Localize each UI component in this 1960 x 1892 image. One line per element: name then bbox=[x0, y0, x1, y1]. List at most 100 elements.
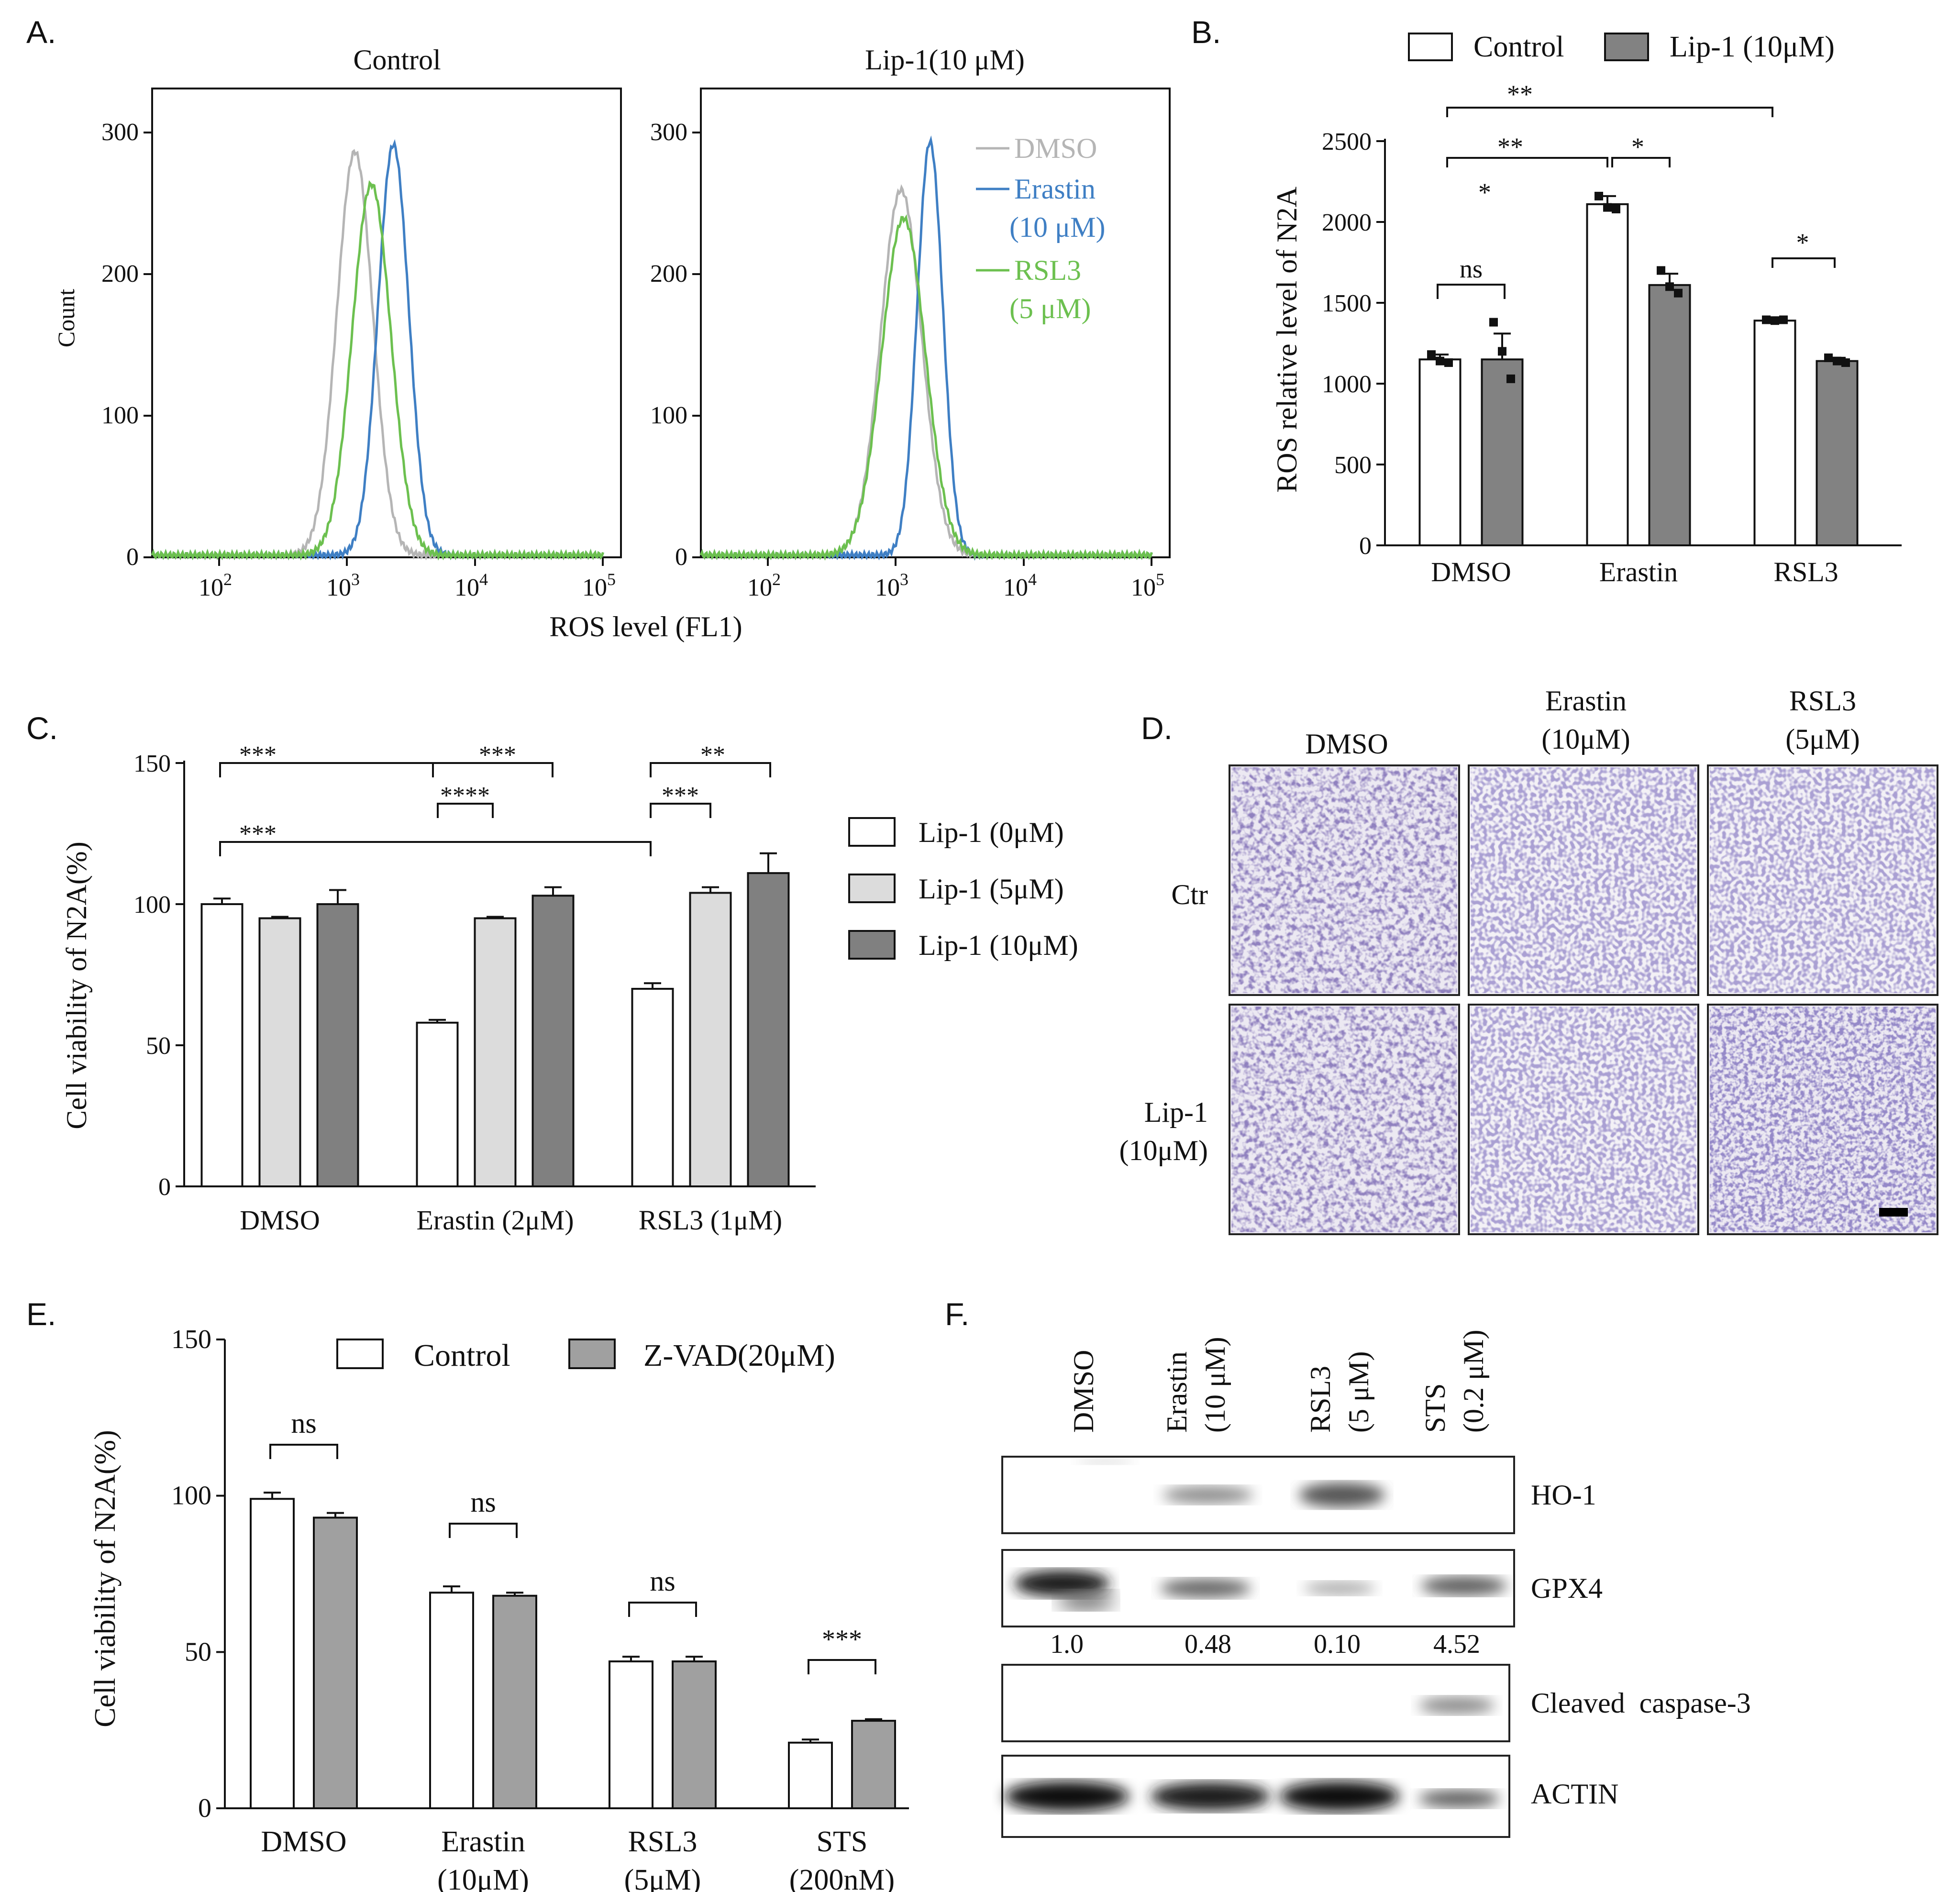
legend-dmso: DMSO bbox=[1014, 133, 1097, 164]
band-label: ACTIN bbox=[1531, 1778, 1618, 1810]
panel-a-xlabel: ROS level (FL1) bbox=[549, 611, 742, 642]
band bbox=[1076, 1459, 1134, 1464]
legend-rsl3-dose: (5 μM) bbox=[1009, 293, 1091, 324]
panel-b-xlabels: DMSO Erastin RSL3 bbox=[1431, 556, 1838, 587]
band bbox=[1151, 1782, 1270, 1811]
tick: 200 bbox=[650, 260, 687, 288]
panel-label-d: D. bbox=[1141, 710, 1173, 746]
category-label: RSL3 bbox=[1773, 556, 1838, 587]
panel-a-title-control: Control bbox=[353, 44, 441, 76]
category-label: DMSO bbox=[261, 1826, 346, 1858]
band bbox=[1421, 1576, 1507, 1595]
bar bbox=[851, 1720, 896, 1809]
legend-erastin: Erastin bbox=[1014, 173, 1096, 205]
ytick-label: 500 bbox=[1334, 452, 1372, 479]
ytick-label: 50 bbox=[146, 1032, 171, 1060]
band-label: Cleaved caspase-3 bbox=[1531, 1687, 1751, 1719]
tick: 102 bbox=[747, 570, 781, 601]
bar bbox=[416, 1021, 459, 1188]
category-label: RSL3 (1μM) bbox=[639, 1205, 782, 1236]
blot-ho1 bbox=[1001, 1456, 1515, 1534]
bar bbox=[1586, 203, 1629, 546]
micro-erastin-ctr bbox=[1471, 767, 1696, 993]
bar bbox=[258, 917, 301, 1187]
bar bbox=[609, 1660, 653, 1810]
tick: 105 bbox=[582, 570, 616, 601]
data-point bbox=[1444, 358, 1453, 367]
micro-erastin-lip1 bbox=[1471, 1007, 1696, 1232]
sig-mark: *** bbox=[662, 782, 699, 809]
data-point bbox=[1506, 374, 1515, 383]
sig-mark: *** bbox=[239, 820, 277, 848]
legend-swatch-lip1-10 bbox=[848, 930, 896, 960]
panel-a-legend: DMSO Erastin (10 μM) RSL3 (5 μM) bbox=[976, 133, 1105, 324]
bar bbox=[1418, 358, 1462, 546]
gpx4-quant: 0.10 bbox=[1314, 1629, 1361, 1659]
sig-mark: *** bbox=[822, 1625, 862, 1654]
data-point bbox=[1489, 318, 1498, 327]
band bbox=[1418, 1790, 1500, 1807]
category-label: STS bbox=[817, 1826, 868, 1858]
ytick-label: 2500 bbox=[1322, 128, 1372, 155]
bar bbox=[532, 895, 575, 1188]
ytick-label: 150 bbox=[133, 750, 171, 777]
category-sublabel: (200nM) bbox=[789, 1864, 895, 1892]
data-point bbox=[1603, 203, 1612, 212]
data-point bbox=[1833, 356, 1841, 365]
sig-mark: ** bbox=[1507, 80, 1533, 109]
sig-mark: ns bbox=[1460, 254, 1483, 283]
panel-b-ylabel: ROS relative level of N2A bbox=[1271, 187, 1303, 493]
row-label-dose: (10μM) bbox=[1119, 1135, 1208, 1166]
tick: 105 bbox=[1131, 570, 1164, 601]
band bbox=[1418, 1697, 1495, 1714]
category-label: DMSO bbox=[1431, 556, 1511, 587]
bar bbox=[492, 1594, 537, 1810]
data-point bbox=[1657, 266, 1665, 275]
panel-f-band-labels: HO-1 GPX4 Cleaved caspase-3 ACTIN bbox=[1531, 1479, 1751, 1810]
panel-label-e: E. bbox=[26, 1296, 56, 1332]
bar bbox=[788, 1741, 833, 1810]
row-label: Ctr bbox=[1171, 879, 1208, 910]
panel-f-quant: 1.0 0.48 0.10 4.52 bbox=[1050, 1629, 1480, 1659]
bar bbox=[474, 917, 517, 1187]
ytick-label: 100 bbox=[133, 891, 171, 918]
panel-label-f: F. bbox=[945, 1296, 969, 1332]
panel-f-blots bbox=[1001, 1456, 1515, 1838]
ytick-label: 150 bbox=[171, 1325, 211, 1354]
gpx4-quant: 1.0 bbox=[1050, 1629, 1084, 1659]
panel-b-bars bbox=[1418, 191, 1859, 546]
legend-swatch-lip1 bbox=[1604, 33, 1649, 61]
tick: 104 bbox=[1003, 570, 1037, 601]
data-point bbox=[1779, 315, 1788, 324]
data-point bbox=[1841, 358, 1850, 367]
sig-mark: ns bbox=[291, 1407, 316, 1439]
legend-erastin-dose: (10 μM) bbox=[1009, 211, 1105, 243]
legend-control: Control bbox=[414, 1338, 510, 1373]
panel-f-lanes: DMSO Erastin (10 μM) RSL3 (5 μM) STS (0.… bbox=[1068, 1330, 1489, 1433]
sig-mark: ** bbox=[1497, 133, 1523, 161]
tick: 200 bbox=[101, 260, 139, 288]
band bbox=[1163, 1486, 1253, 1504]
legend-control: Control bbox=[1473, 31, 1564, 63]
ytick-label: 0 bbox=[1359, 532, 1372, 560]
legend-lip1-10: Lip-1 (10μM) bbox=[919, 929, 1078, 961]
data-point bbox=[1771, 316, 1779, 325]
col-label-dose: (5μM) bbox=[1785, 723, 1860, 755]
legend-rsl3: RSL3 bbox=[1014, 254, 1081, 286]
panel-c-xlabels: DMSO Erastin (2μM) RSL3 (1μM) bbox=[240, 1205, 782, 1236]
panel-c-ylabel: Cell viability of N2A(%) bbox=[61, 841, 92, 1129]
histogram-rsl3 bbox=[151, 180, 604, 561]
category-label: Erastin bbox=[441, 1826, 525, 1858]
bar bbox=[250, 1498, 295, 1809]
lane-label: Erastin bbox=[1161, 1351, 1193, 1433]
bar bbox=[429, 1592, 474, 1809]
band-label: GPX4 bbox=[1531, 1572, 1603, 1604]
data-point bbox=[1498, 347, 1506, 356]
data-point bbox=[1674, 288, 1683, 298]
panel-a-ylabel: Count bbox=[53, 289, 79, 347]
sig-mark: *** bbox=[479, 741, 516, 769]
data-point bbox=[1436, 356, 1444, 365]
micro-rsl3-ctr bbox=[1710, 767, 1936, 993]
lane-label: STS bbox=[1419, 1383, 1451, 1433]
